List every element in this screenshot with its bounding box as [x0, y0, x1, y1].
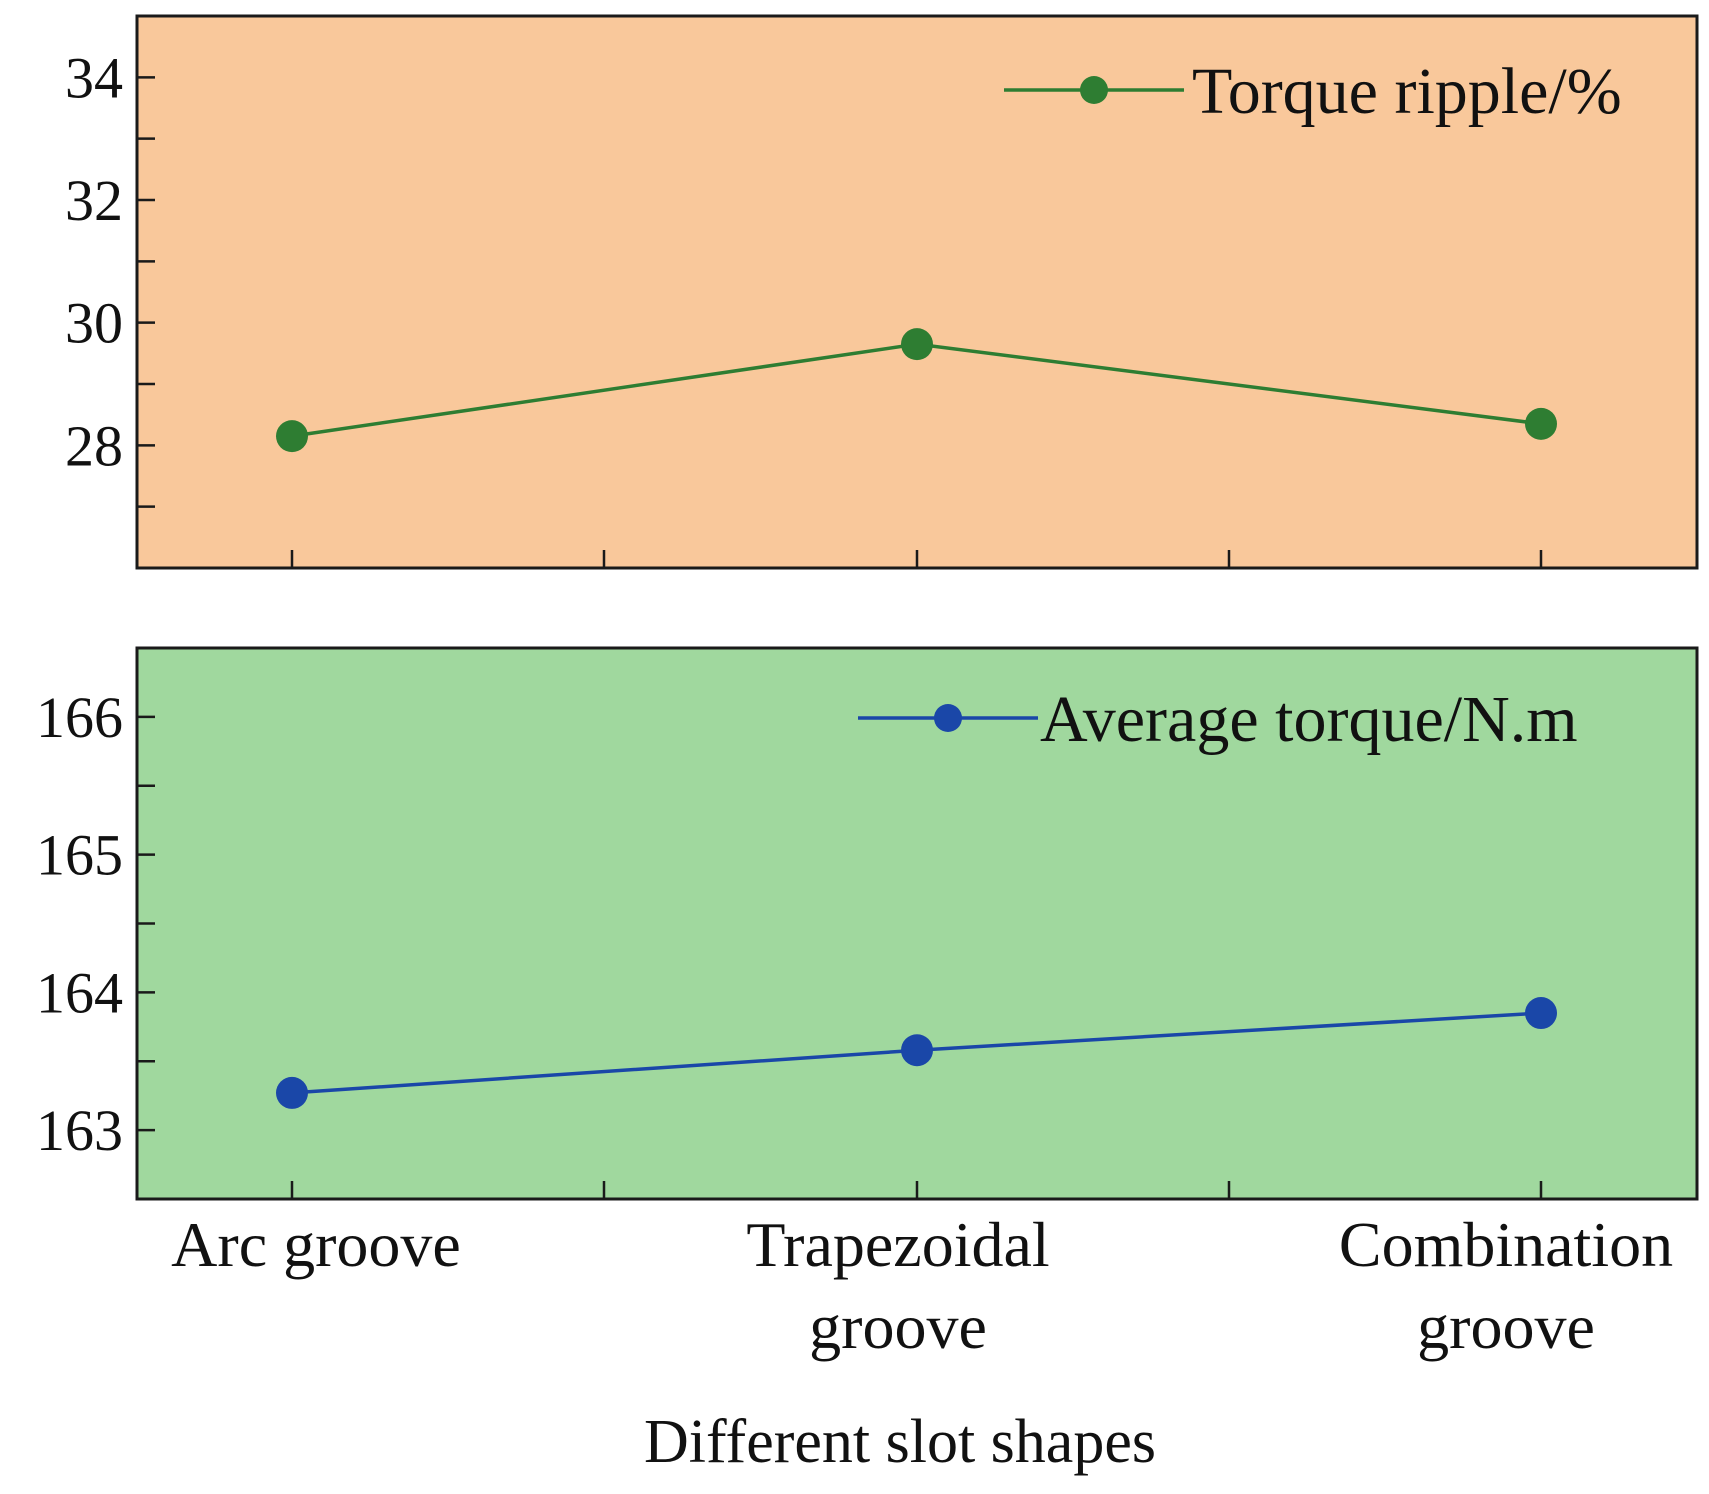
y-tick-label: 30	[65, 291, 123, 356]
y-tick-label: 164	[36, 960, 123, 1025]
y-tick-label: 28	[65, 413, 123, 478]
legend-label: Torque ripple/%	[1192, 55, 1622, 128]
legend-label: Average torque/N.m	[1040, 683, 1578, 756]
y-tick-label: 165	[36, 823, 123, 888]
average-torque-panel: 163 164 165 166 Average torque/N.m	[36, 646, 1699, 1201]
y-tick-label: 32	[65, 168, 123, 233]
data-point-2	[901, 328, 933, 361]
x-category-label: groove	[809, 1291, 987, 1362]
y-tick-label: 163	[36, 1098, 123, 1163]
x-axis-label: Different slot shapes	[644, 1408, 1156, 1476]
x-category-label: groove	[1417, 1291, 1595, 1362]
plot-area	[135, 14, 1699, 570]
plot-area	[135, 646, 1699, 1201]
data-point-1	[276, 420, 308, 453]
y-tick-label: 34	[65, 45, 123, 110]
data-point-2	[901, 1034, 933, 1067]
x-axis-category-labels: Arc groove Trapezoidal groove Combination gr…	[171, 1209, 1673, 1362]
data-point-1	[276, 1076, 308, 1109]
x-category-label: Trapezoidal	[746, 1209, 1049, 1280]
torque-ripple-panel: 28 30 32 34 Torque ripple/%	[65, 14, 1699, 570]
legend-marker	[1080, 76, 1108, 104]
y-tick-label: 166	[36, 685, 123, 750]
data-point-3	[1525, 407, 1557, 440]
data-point-3	[1525, 997, 1557, 1030]
legend-marker	[934, 704, 962, 732]
x-category-label: Combination	[1339, 1209, 1673, 1280]
x-category-label: Arc groove	[171, 1209, 461, 1280]
